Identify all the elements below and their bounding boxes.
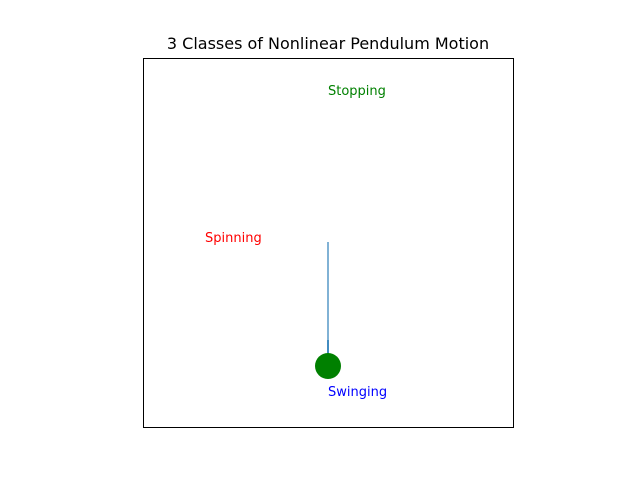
figure-title: 3 Classes of Nonlinear Pendulum Motion (167, 34, 489, 53)
stopping-label: Stopping (328, 84, 386, 99)
spinning-label: Spinning (205, 231, 262, 246)
swinging-label: Swinging (328, 385, 387, 400)
pendulum-bob (315, 353, 341, 379)
